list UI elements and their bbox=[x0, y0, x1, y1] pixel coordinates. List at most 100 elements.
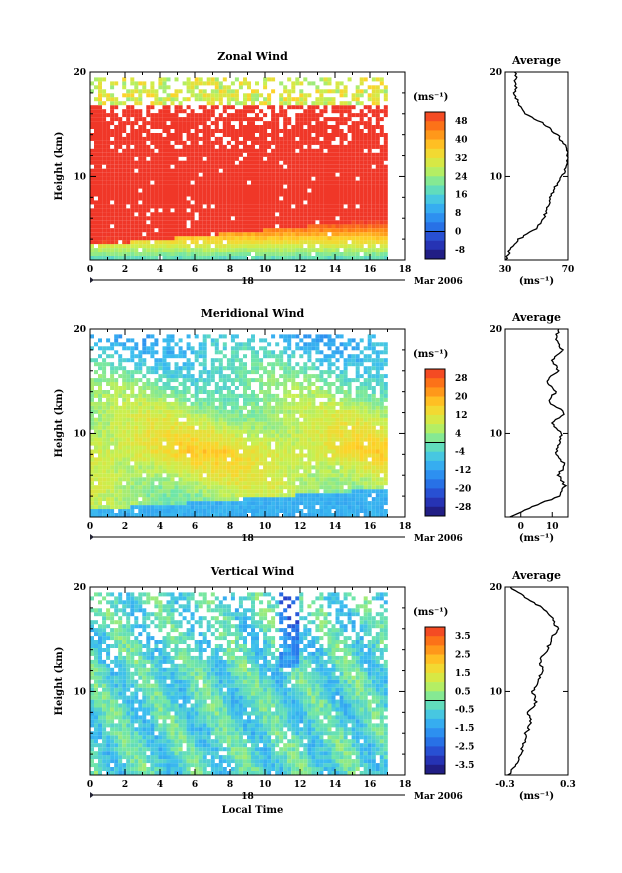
heatmap-cell bbox=[170, 370, 175, 375]
heatmap-cell bbox=[283, 89, 288, 94]
heatmap-cell bbox=[327, 204, 332, 209]
heatmap-cell bbox=[271, 477, 276, 482]
heatmap-cell bbox=[295, 97, 300, 102]
heatmap-cell bbox=[110, 481, 115, 486]
heatmap-cell bbox=[118, 433, 123, 438]
heatmap-cell bbox=[158, 152, 163, 157]
heatmap-cell bbox=[275, 180, 280, 185]
heatmap-cell bbox=[222, 188, 227, 193]
heatmap-cell bbox=[202, 469, 207, 474]
heatmap-cell bbox=[214, 346, 219, 351]
heatmap-cell bbox=[287, 374, 292, 379]
heatmap-cell bbox=[98, 501, 102, 506]
heatmap-cell bbox=[347, 164, 352, 169]
heatmap-cell bbox=[182, 386, 187, 390]
heatmap-cell bbox=[102, 168, 107, 173]
heatmap-cell bbox=[331, 136, 336, 141]
heatmap-cell bbox=[122, 212, 127, 217]
heatmap-cell bbox=[355, 93, 360, 98]
heatmap-cell bbox=[271, 236, 276, 241]
heatmap-cell bbox=[202, 248, 207, 253]
heatmap-cell bbox=[234, 148, 239, 153]
heatmap-cell bbox=[170, 204, 175, 209]
heatmap-cell bbox=[122, 374, 127, 379]
heatmap-cell bbox=[363, 208, 368, 213]
heatmap-cell bbox=[379, 200, 384, 205]
heatmap-cell bbox=[238, 81, 243, 86]
heatmap-cell bbox=[363, 204, 368, 209]
heatmap-cell bbox=[106, 152, 111, 157]
heatmap-cell bbox=[126, 93, 131, 98]
heatmap-cell bbox=[323, 133, 328, 137]
heatmap-cell bbox=[343, 101, 348, 106]
heatmap-cell bbox=[174, 148, 179, 153]
heatmap-cell bbox=[158, 461, 163, 466]
heatmap-cell bbox=[283, 501, 288, 506]
heatmap-cell bbox=[122, 136, 127, 141]
heatmap-cell bbox=[166, 334, 171, 339]
heatmap-cell bbox=[98, 212, 102, 217]
heatmap-cell bbox=[279, 184, 284, 189]
heatmap-cell bbox=[190, 252, 195, 256]
heatmap-cell bbox=[363, 133, 368, 137]
heatmap-cell bbox=[126, 497, 131, 502]
heatmap-cell bbox=[363, 236, 368, 241]
heatmap-cell bbox=[94, 200, 98, 205]
heatmap-cell bbox=[335, 133, 340, 137]
heatmap-cell bbox=[247, 192, 251, 197]
heatmap-cell bbox=[102, 133, 107, 137]
heatmap-cell bbox=[170, 445, 175, 450]
heatmap-cell bbox=[295, 240, 300, 245]
heatmap-cell bbox=[182, 216, 187, 221]
heatmap-cell bbox=[287, 200, 292, 205]
heatmap-cell bbox=[94, 176, 98, 181]
heatmap-cell bbox=[102, 136, 107, 141]
heatmap-cell bbox=[178, 449, 183, 454]
heatmap-cell bbox=[158, 216, 163, 221]
heatmap-cell bbox=[222, 477, 227, 482]
heatmap-cell bbox=[379, 184, 384, 189]
heatmap-cell bbox=[190, 445, 195, 450]
heatmap-cell bbox=[375, 160, 380, 165]
heatmap-cell bbox=[146, 457, 151, 462]
heatmap-cell bbox=[94, 390, 98, 394]
heatmap-cell bbox=[291, 196, 296, 201]
heatmap-cell bbox=[271, 244, 276, 249]
heatmap-cell bbox=[255, 172, 259, 177]
heatmap-cell bbox=[299, 236, 304, 241]
heatmap-cell bbox=[331, 164, 336, 169]
heatmap-cell bbox=[170, 172, 175, 177]
heatmap-cell bbox=[178, 136, 183, 141]
heatmap-cell bbox=[130, 409, 135, 414]
heatmap-cell bbox=[226, 390, 231, 394]
heatmap-cell bbox=[359, 81, 364, 86]
heatmap-cell bbox=[150, 140, 155, 145]
heatmap-cell bbox=[275, 164, 280, 169]
heatmap-cell bbox=[110, 453, 115, 458]
heatmap-cell bbox=[198, 129, 203, 133]
heatmap-cell bbox=[267, 152, 272, 157]
heatmap-cell bbox=[238, 117, 243, 122]
heatmap-cell bbox=[351, 160, 356, 165]
heatmap-cell bbox=[319, 196, 324, 201]
heatmap-cell bbox=[198, 386, 203, 390]
heatmap-cell bbox=[351, 133, 356, 137]
heatmap-cell bbox=[375, 121, 380, 126]
heatmap-cell bbox=[106, 133, 111, 137]
heatmap-cell bbox=[198, 224, 203, 229]
heatmap-cell bbox=[158, 374, 163, 379]
heatmap-cell bbox=[267, 164, 272, 169]
heatmap-cell bbox=[355, 121, 360, 126]
heatmap-cell bbox=[194, 129, 199, 133]
heatmap-cell bbox=[174, 405, 179, 410]
heatmap-cell bbox=[138, 216, 143, 221]
heatmap-cell bbox=[331, 244, 336, 249]
heatmap-cell bbox=[98, 172, 102, 177]
heatmap-cell bbox=[210, 509, 215, 513]
heatmap-cell bbox=[158, 465, 163, 470]
heatmap-cell bbox=[190, 449, 195, 454]
heatmap-cell bbox=[271, 354, 276, 359]
heatmap-cell bbox=[186, 509, 191, 513]
heatmap-cell bbox=[118, 493, 123, 498]
heatmap-cell bbox=[170, 461, 175, 466]
